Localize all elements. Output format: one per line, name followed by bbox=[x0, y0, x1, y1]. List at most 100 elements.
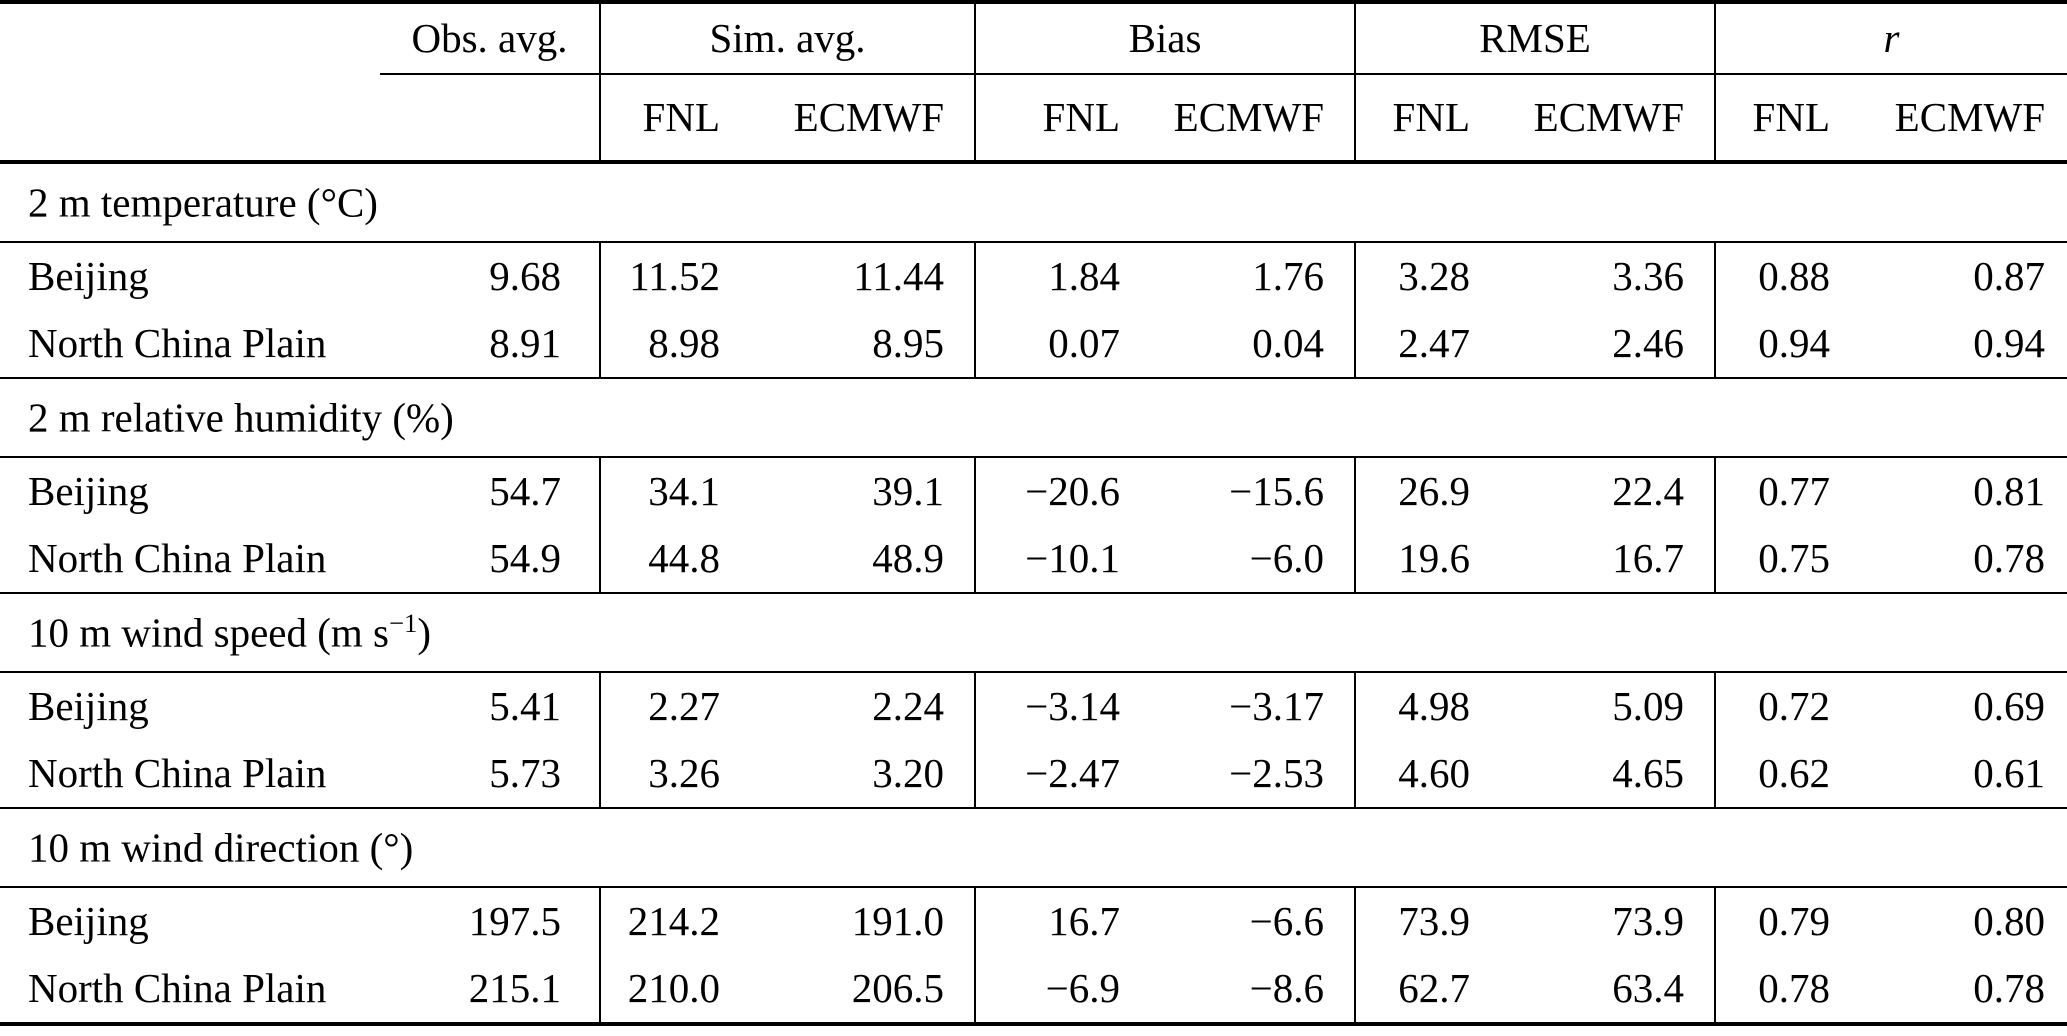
section-title-text: 10 m wind direction (°) bbox=[28, 824, 414, 871]
cell-r-fnl: 0.75 bbox=[1715, 524, 1831, 595]
cell-sim-ecmwf: 48.9 bbox=[720, 524, 977, 595]
subcol-rmse-fnl: FNL bbox=[1355, 74, 1471, 165]
cell-rmse-fnl: 3.28 bbox=[1398, 252, 1471, 299]
cell-sim-fnl: 2.27 bbox=[648, 682, 720, 729]
cell-obs-avg: 215.1 bbox=[380, 954, 601, 1026]
cell-r-ecmwf: 0.78 bbox=[1830, 524, 2067, 595]
cell-bias-fnl: −3.14 bbox=[1025, 682, 1121, 729]
cell-r-ecmwf: 0.80 bbox=[1973, 897, 2046, 944]
table-row: Beijing 54.7 34.1 39.1 −20.6 −15.6 26.9 … bbox=[0, 456, 2067, 525]
cell-bias-fnl: 0.07 bbox=[975, 310, 1121, 380]
subcol-bias-fnl: FNL bbox=[975, 74, 1121, 165]
section-title-text: 2 m relative humidity (%) bbox=[28, 394, 454, 441]
subcol-r-ecmwf: ECMWF bbox=[1830, 74, 2067, 165]
subcol-sim-ecmwf: ECMWF bbox=[720, 74, 977, 165]
col-group-sim-avg: Sim. avg. bbox=[600, 2, 977, 76]
cell-sim-ecmwf: 206.5 bbox=[720, 954, 977, 1026]
cell-sim-fnl: 210.0 bbox=[600, 954, 720, 1026]
cell-r-fnl: 0.62 bbox=[1715, 739, 1831, 810]
table-row: North China Plain 215.1 210.0 206.5 −6.9… bbox=[0, 954, 2067, 1026]
cell-sim-fnl: 11.52 bbox=[629, 252, 720, 299]
cell-bias-fnl: −2.47 bbox=[975, 739, 1121, 810]
cell-rmse-fnl: 4.98 bbox=[1398, 682, 1471, 729]
cell-rmse-fnl: 4.60 bbox=[1355, 739, 1471, 810]
cell-sim-ecmwf: 2.24 bbox=[720, 671, 977, 740]
cell-r-fnl: 0.88 bbox=[1758, 252, 1831, 299]
cell-rmse-fnl: 2.47 bbox=[1355, 310, 1471, 380]
cell-r-fnl: 0.79 bbox=[1758, 897, 1831, 944]
cell-rmse-fnl: 19.6 bbox=[1355, 524, 1471, 595]
cell-bias-ecmwf: 0.04 bbox=[1120, 310, 1357, 380]
header-subcol-row: FNL ECMWF FNL ECMWF FNL ECMWF FNL ECMWF bbox=[0, 74, 2067, 165]
row-label: Beijing bbox=[28, 467, 149, 514]
cell-r-ecmwf: 0.69 bbox=[1973, 682, 2046, 729]
section-title-close: ) bbox=[417, 609, 432, 656]
cell-rmse-ecmwf: 4.65 bbox=[1470, 739, 1717, 810]
table-row: North China Plain 54.9 44.8 48.9 −10.1 −… bbox=[0, 524, 2067, 595]
cell-sim-ecmwf: 11.44 bbox=[720, 241, 977, 311]
cell-obs-avg: 54.9 bbox=[380, 524, 601, 595]
cell-sim-fnl: 8.98 bbox=[600, 310, 720, 380]
section-row-temperature: 2 m temperature (°C) bbox=[0, 162, 2067, 243]
cell-rmse-ecmwf: 2.46 bbox=[1470, 310, 1717, 380]
subcol-rmse-ecmwf: ECMWF bbox=[1470, 74, 1717, 165]
cell-sim-fnl: 214.2 bbox=[627, 897, 720, 944]
cell-rmse-ecmwf: 16.7 bbox=[1470, 524, 1717, 595]
section-title: 10 m wind speed (m s−1) bbox=[0, 593, 2067, 673]
section-title-text: 10 m wind speed (m s bbox=[28, 609, 389, 656]
cell-bias-fnl: −20.6 bbox=[1025, 467, 1121, 514]
col-group-r: r bbox=[1715, 2, 2067, 76]
cell-bias-fnl: 16.7 bbox=[1048, 897, 1121, 944]
cell-sim-ecmwf: 191.0 bbox=[720, 886, 977, 955]
cell-sim-ecmwf: 39.1 bbox=[720, 456, 977, 525]
table-row: Beijing 5.41 2.27 2.24 −3.14 −3.17 4.98 … bbox=[0, 671, 2067, 740]
cell-bias-ecmwf: −15.6 bbox=[1120, 456, 1357, 525]
cell-bias-ecmwf: −2.53 bbox=[1120, 739, 1357, 810]
row-label: Beijing bbox=[28, 682, 149, 729]
subcol-bias-ecmwf: ECMWF bbox=[1120, 74, 1357, 165]
cell-r-fnl: 0.72 bbox=[1758, 682, 1831, 729]
cell-r-ecmwf: 0.94 bbox=[1830, 310, 2067, 380]
cell-obs-avg: 9.68 bbox=[380, 241, 601, 311]
section-row-humidity: 2 m relative humidity (%) bbox=[0, 378, 2067, 458]
cell-sim-fnl: 34.1 bbox=[648, 467, 720, 514]
cell-bias-fnl: −6.9 bbox=[975, 954, 1121, 1026]
cell-rmse-fnl: 73.9 bbox=[1398, 897, 1471, 944]
cell-r-ecmwf: 0.78 bbox=[1830, 954, 2067, 1026]
cell-bias-ecmwf: −8.6 bbox=[1120, 954, 1357, 1026]
cell-sim-fnl: 44.8 bbox=[600, 524, 720, 595]
cell-sim-ecmwf: 3.20 bbox=[720, 739, 977, 810]
cell-obs-avg: 54.7 bbox=[380, 456, 601, 525]
cell-r-ecmwf: 0.61 bbox=[1830, 739, 2067, 810]
cell-rmse-ecmwf: 5.09 bbox=[1470, 671, 1717, 740]
col-group-rmse: RMSE bbox=[1355, 2, 1717, 76]
section-row-wind-direction: 10 m wind direction (°) bbox=[0, 808, 2067, 888]
subcol-r-fnl: FNL bbox=[1715, 74, 1831, 165]
cell-bias-fnl: −10.1 bbox=[975, 524, 1121, 595]
cell-rmse-ecmwf: 63.4 bbox=[1470, 954, 1717, 1026]
cell-rmse-ecmwf: 73.9 bbox=[1470, 886, 1717, 955]
section-row-wind-speed: 10 m wind speed (m s−1) bbox=[0, 593, 2067, 673]
section-title: 2 m relative humidity (%) bbox=[0, 378, 2067, 458]
spacer-cell bbox=[380, 74, 601, 165]
col-group-bias: Bias bbox=[975, 2, 1357, 76]
col-group-obs-avg: Obs. avg. bbox=[380, 2, 601, 76]
row-label: North China Plain bbox=[0, 739, 380, 810]
cell-obs-avg: 197.5 bbox=[380, 886, 601, 955]
cell-sim-ecmwf: 8.95 bbox=[720, 310, 977, 380]
table-row: North China Plain 8.91 8.98 8.95 0.07 0.… bbox=[0, 310, 2067, 380]
section-title-text: 2 m temperature (°C) bbox=[28, 179, 378, 226]
cell-rmse-fnl: 62.7 bbox=[1355, 954, 1471, 1026]
row-label: Beijing bbox=[28, 897, 149, 944]
section-title-sup: −1 bbox=[389, 608, 418, 639]
cell-obs-avg: 5.73 bbox=[380, 739, 601, 810]
cell-obs-avg: 8.91 bbox=[380, 310, 601, 380]
spacer-cell bbox=[0, 2, 380, 74]
header-group-row: Obs. avg. Sim. avg. Bias RMSE r bbox=[0, 2, 2067, 76]
cell-bias-ecmwf: −6.0 bbox=[1120, 524, 1357, 595]
cell-r-ecmwf: 0.87 bbox=[1973, 252, 2046, 299]
cell-r-fnl: 0.77 bbox=[1758, 467, 1831, 514]
row-label: North China Plain bbox=[0, 524, 380, 595]
table-row: North China Plain 5.73 3.26 3.20 −2.47 −… bbox=[0, 739, 2067, 810]
cell-r-ecmwf: 0.81 bbox=[1973, 467, 2046, 514]
